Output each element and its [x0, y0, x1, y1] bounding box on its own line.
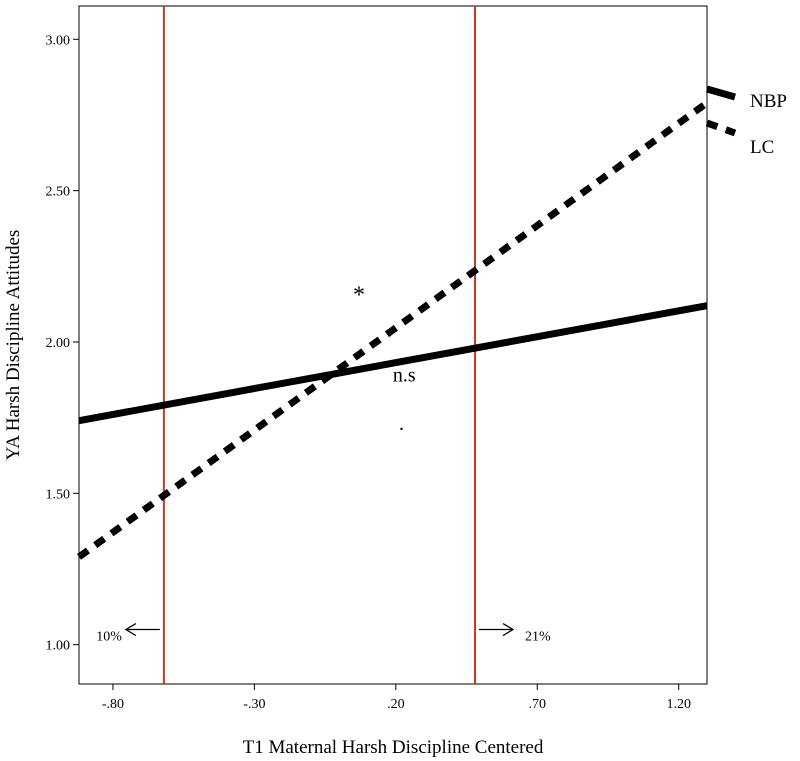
legend-label-lc: LC [750, 137, 774, 158]
legend-label-nbp: NBP [750, 91, 787, 112]
legend-swatch-lc [705, 119, 737, 137]
plot-frame [78, 5, 708, 685]
annotation-label: * [353, 283, 365, 309]
series-line-lc [76, 100, 710, 560]
reference-percent-label: 21% [525, 630, 551, 645]
x-axis-label: T1 Maternal Harsh Discipline Centered [243, 737, 544, 758]
x-tick-label: -.80 [102, 697, 124, 712]
legend: NBP LC [705, 85, 787, 158]
y-tick-label: 1.50 [46, 487, 71, 502]
annotation-label: . [399, 413, 404, 435]
reference-percent-label: 10% [96, 630, 122, 645]
y-tick-label: 1.00 [46, 639, 71, 654]
x-tick-label: 1.20 [666, 697, 691, 712]
reference-arrow-head [124, 622, 137, 637]
y-tick-label: 3.00 [46, 33, 71, 48]
x-tick-label: .20 [387, 697, 405, 712]
reference-arrow-head [502, 622, 515, 637]
series-line-nbp [78, 302, 708, 425]
y-tick-label: 2.00 [46, 336, 71, 351]
annotations: * n.s. [353, 283, 416, 435]
y-tick-label: 2.50 [46, 185, 71, 200]
x-tick-label: .70 [529, 697, 547, 712]
legend-swatch-nbp [706, 85, 736, 101]
annotation-label: n.s [393, 364, 416, 386]
y-axis: 1.00 1.50 2.00 2.50 3.00 [46, 33, 79, 654]
x-tick-label: -.30 [243, 697, 265, 712]
series-lines [76, 100, 710, 560]
x-axis: -.80 -.30 .20 .70 1.20 [102, 684, 691, 712]
y-axis-label: YA Harsh Discipline Attitudes [3, 230, 24, 461]
